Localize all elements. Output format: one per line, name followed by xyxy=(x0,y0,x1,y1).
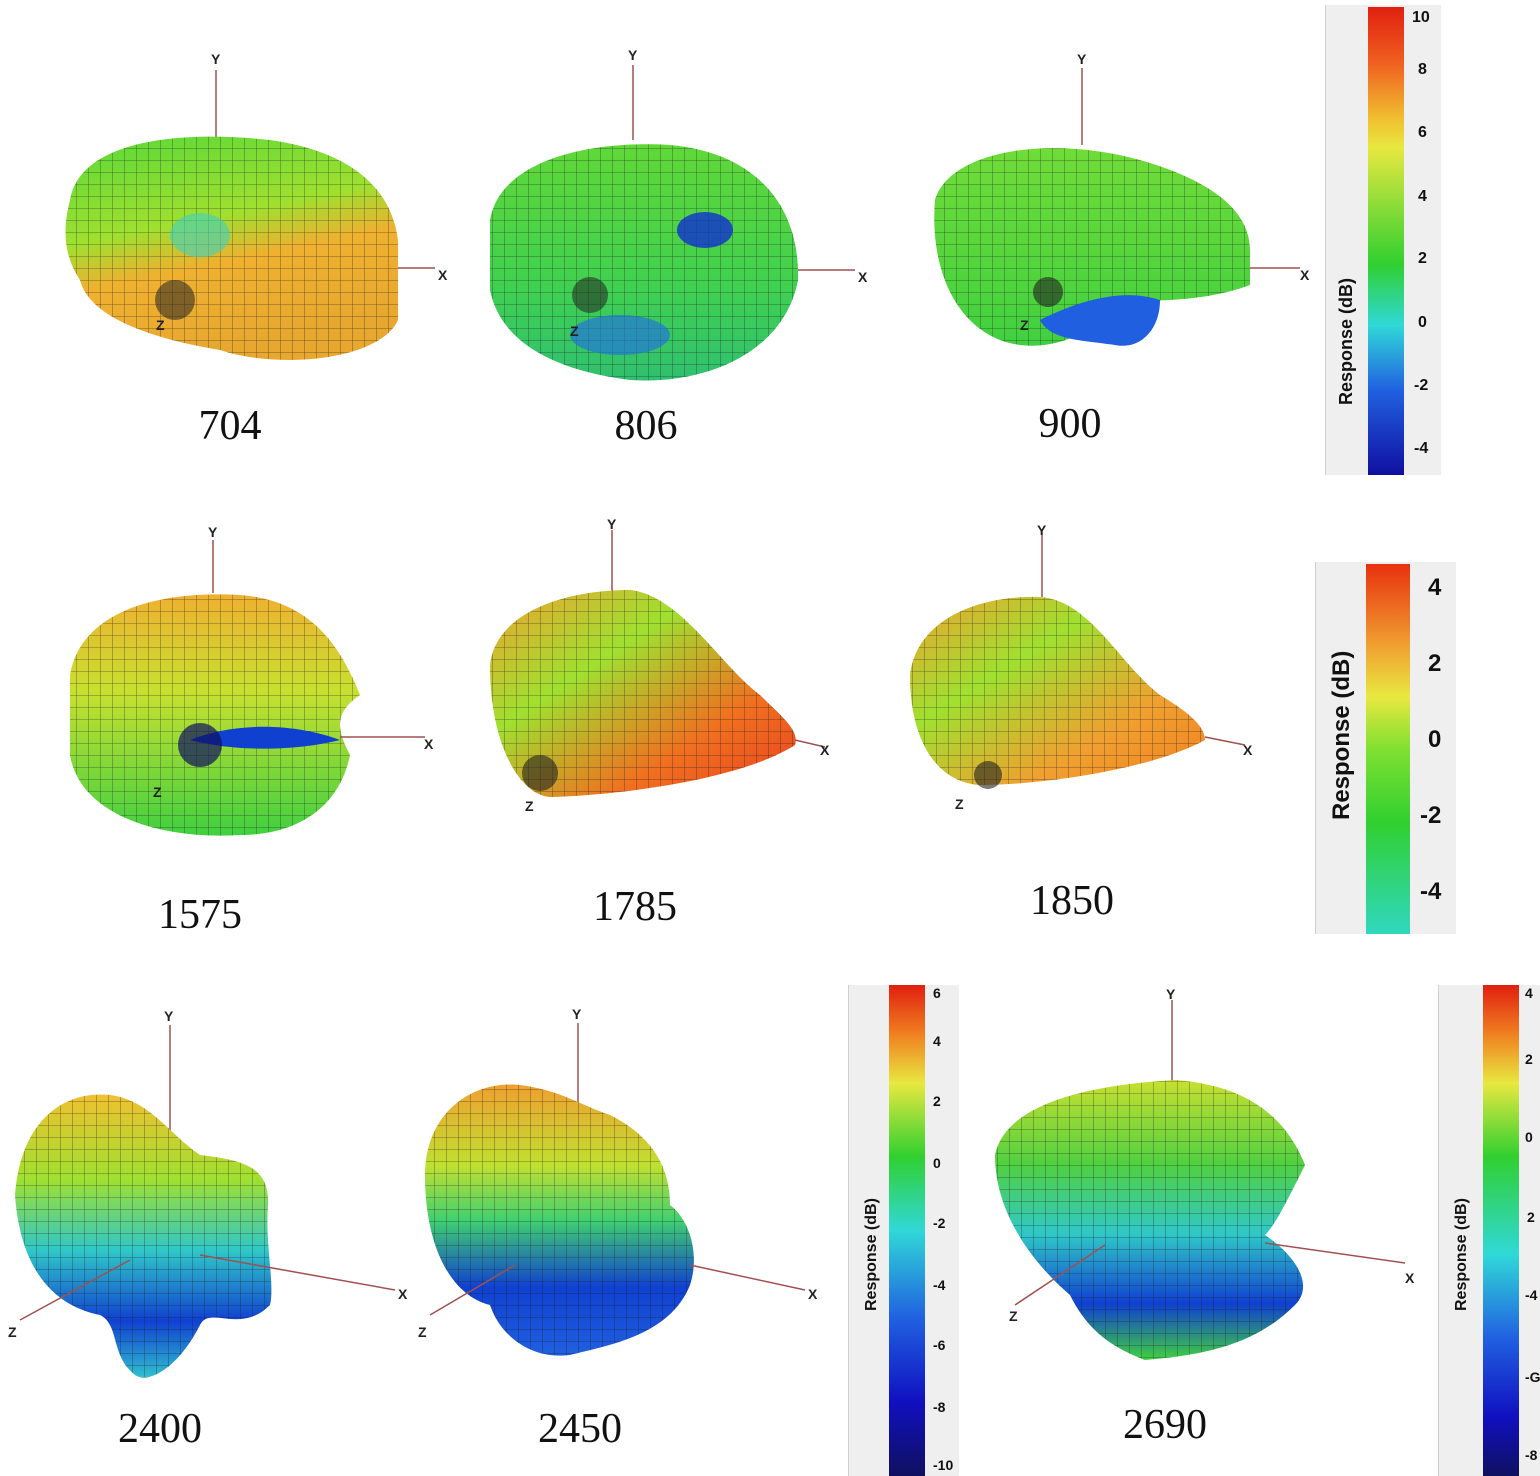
pattern-plot-2690: Y X Z 2690 xyxy=(985,985,1435,1475)
x-axis-label: X xyxy=(424,736,434,752)
x-axis-label: X xyxy=(808,1286,818,1302)
tick-label: 2 xyxy=(1418,250,1427,267)
tick-label: -8 xyxy=(933,1399,946,1415)
colorbar-row1: 10 8 6 4 2 0 -2 -4 Response (dB) xyxy=(1325,5,1441,475)
tick-label: 2 xyxy=(1527,1209,1535,1225)
frequency-label: 2400 xyxy=(118,1406,202,1452)
tick-label: -4 xyxy=(933,1277,946,1293)
tick-label: 4 xyxy=(1525,985,1533,1001)
z-axis-label: Z xyxy=(1009,1308,1018,1324)
colorbar-gradient xyxy=(1368,7,1404,475)
pattern-3d-surface: Y X Z xyxy=(8,1008,408,1378)
frequency-label: 1575 xyxy=(158,892,242,938)
tick-label: 4 xyxy=(1418,188,1427,205)
x-axis-label: X xyxy=(1300,267,1310,283)
pattern-3d-surface: Y X Z xyxy=(490,47,868,381)
pattern-3d-surface: Y X Z xyxy=(934,51,1310,346)
pattern-3d-surface: Y X Z xyxy=(995,986,1415,1360)
tick-label: 4 xyxy=(933,1033,941,1049)
z-axis-label: Z xyxy=(1020,317,1029,333)
z-axis-label: Z xyxy=(418,1324,427,1340)
tick-label: 0 xyxy=(933,1155,941,1171)
pattern-3d-surface: Y X Z xyxy=(70,524,434,836)
pattern-3d-surface: Y X Z xyxy=(910,522,1253,812)
tick-label: -G xyxy=(1525,1369,1540,1385)
tick-label: -4 xyxy=(1525,1287,1538,1303)
tick-label: 8 xyxy=(1418,61,1427,78)
tick-label: -4 xyxy=(1420,878,1442,905)
pattern-3d-surface: Y X Z xyxy=(490,516,830,814)
tick-label: 6 xyxy=(933,985,941,1001)
tick-label: 10 xyxy=(1412,9,1430,26)
pattern-3d-surface: Y X Z xyxy=(418,1006,818,1356)
tick-label: -2 xyxy=(1420,802,1442,829)
z-axis-label: Z xyxy=(570,323,579,339)
z-axis-label: Z xyxy=(153,784,162,800)
y-axis-label: Y xyxy=(1166,986,1176,1002)
colorbar-row2: 4 2 0 -2 -4 Response (dB) xyxy=(1315,562,1456,934)
pattern-plot-2450: Y X Z 2450 xyxy=(410,1005,830,1475)
tick-label: 2 xyxy=(1428,650,1442,677)
y-axis-label: Y xyxy=(211,51,221,67)
colorbar-row3-right: 4 2 0 2 -4 -G -8 Response (dB) xyxy=(1438,985,1540,1476)
pattern-plot-1850: Y X Z 1850 xyxy=(900,515,1300,945)
x-axis-label: X xyxy=(1405,1270,1415,1286)
colorbar-title: Response (dB) xyxy=(1453,1198,1470,1311)
z-axis-label: Z xyxy=(156,317,165,333)
tick-label: 6 xyxy=(1418,124,1427,141)
pattern-plot-1575: Y X Z 1575 xyxy=(40,515,460,945)
frequency-label: 900 xyxy=(1038,401,1102,447)
x-axis-label: X xyxy=(1243,742,1253,758)
y-axis-label: Y xyxy=(572,1006,582,1022)
y-axis-label: Y xyxy=(628,47,638,63)
colorbar-gradient xyxy=(889,985,925,1476)
frequency-label: 2690 xyxy=(1123,1402,1207,1448)
z-axis-label: Z xyxy=(955,796,964,812)
z-axis-label: Z xyxy=(8,1324,17,1340)
y-axis-label: Y xyxy=(607,516,617,532)
colorbar-title: Response (dB) xyxy=(863,1198,880,1311)
pattern-plot-1785: Y X Z 1785 xyxy=(480,515,900,945)
tick-label: -2 xyxy=(1414,377,1429,394)
pattern-plot-900: Y X Z 900 xyxy=(920,40,1320,447)
tick-label: -6 xyxy=(933,1337,946,1353)
tick-label: 2 xyxy=(933,1093,941,1109)
tick-label: 0 xyxy=(1428,726,1442,753)
z-axis-label: Z xyxy=(525,798,534,814)
tick-label: 4 xyxy=(1428,574,1442,601)
tick-label: 0 xyxy=(1525,1129,1533,1145)
colorbar-gradient xyxy=(1366,564,1410,934)
y-axis-label: Y xyxy=(1077,51,1087,67)
tick-label: -10 xyxy=(933,1457,954,1473)
x-axis-label: X xyxy=(820,742,830,758)
colorbar-title: Response (dB) xyxy=(1336,277,1356,405)
frequency-label: 2450 xyxy=(538,1406,622,1452)
x-axis-label: X xyxy=(398,1286,408,1302)
colorbar-title: Response (dB) xyxy=(1328,650,1355,820)
frequency-label: 1785 xyxy=(593,884,677,930)
y-axis-label: Y xyxy=(164,1008,174,1024)
tick-label: 2 xyxy=(1525,1051,1533,1067)
frequency-label: 1850 xyxy=(1030,878,1114,924)
tick-label: -2 xyxy=(933,1215,946,1231)
colorbar-row3-left: 6 4 2 0 -2 -4 -6 -8 -10 Response (dB) xyxy=(848,985,959,1476)
pattern-plot-704: Y X Z 704 xyxy=(40,40,460,449)
y-axis-label: Y xyxy=(208,524,218,540)
pattern-plot-2400: Y X Z 2400 xyxy=(0,1005,420,1475)
x-axis-label: X xyxy=(438,267,448,283)
tick-label: 0 xyxy=(1418,314,1427,331)
pattern-3d-surface: Y X Z xyxy=(65,51,448,360)
tick-label: -4 xyxy=(1414,440,1429,457)
tick-label: -8 xyxy=(1525,1447,1538,1463)
pattern-plot-806: Y X Z 806 xyxy=(480,40,900,449)
x-axis-label: X xyxy=(858,269,868,285)
colorbar-gradient xyxy=(1483,985,1519,1476)
y-axis-label: Y xyxy=(1037,522,1047,538)
frequency-label: 704 xyxy=(198,403,262,449)
frequency-label: 806 xyxy=(614,403,678,449)
